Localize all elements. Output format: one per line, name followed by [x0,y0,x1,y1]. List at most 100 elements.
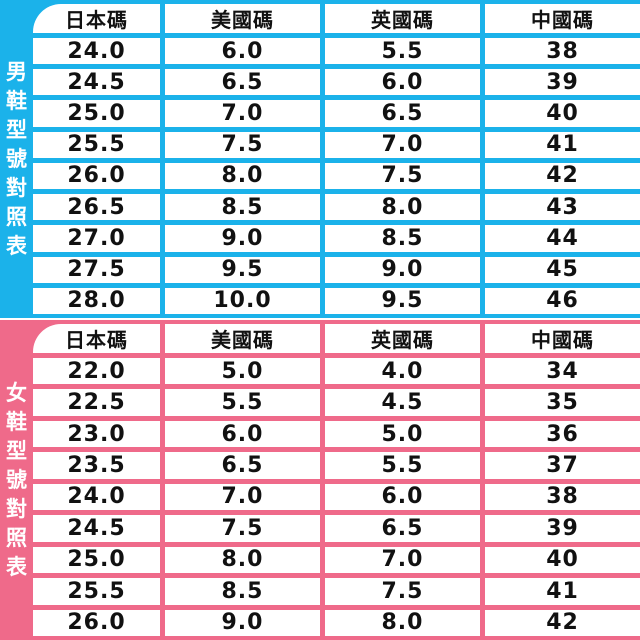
table-cell: 40 [485,100,640,127]
table-cell: 9.0 [165,609,320,636]
table-cell: 7.0 [165,483,320,511]
column-header: 美國碼 [165,324,320,353]
table-cell: 6.0 [165,38,320,65]
women-side-label: 女鞋型號對照表 [0,320,33,640]
table-cell: 41 [485,131,640,158]
table-cell: 4.0 [325,358,480,385]
table-cell: 23.0 [33,420,160,448]
column-header: 中國碼 [485,4,640,33]
table-cell: 22.0 [33,358,160,385]
table-cell: 5.0 [325,420,480,448]
side-label-char: 表 [6,233,27,258]
table-cell: 27.0 [33,225,160,252]
table-cell: 6.5 [165,452,320,479]
table-cell: 38 [485,38,640,65]
column-header: 英國碼 [325,4,480,33]
table-cell: 26.5 [33,194,160,221]
table-cell: 5.5 [325,452,480,479]
table-cell: 10.0 [165,287,320,314]
side-label-char: 男 [6,59,27,84]
table-cell: 43 [485,194,640,221]
table-cell: 38 [485,483,640,511]
men-size-section: 男鞋型號對照表 日本碼 美國碼 英國碼 中國碼 24.0 6.0 5.5 38 24.5 6.5 6… [0,0,640,318]
side-label-char: 號 [6,467,27,492]
table-cell: 6.5 [325,515,480,542]
table-cell: 34 [485,358,640,385]
men-size-table: 日本碼 美國碼 英國碼 中國碼 24.0 6.0 5.5 38 24.5 6.5 6.0 39 25.0… [33,0,640,318]
table-cell: 8.0 [165,546,320,574]
table-cell: 24.5 [33,515,160,542]
side-label-char: 鞋 [6,88,27,113]
women-size-table: 日本碼 美國碼 英國碼 中國碼 22.0 5.0 4.0 34 22.5 5.5 4.5 35 23.0… [33,320,640,640]
column-header: 英國碼 [325,324,480,353]
table-cell: 40 [485,546,640,574]
side-label-char: 女 [6,380,27,405]
table-cell: 24.5 [33,69,160,96]
table-cell: 26.0 [33,162,160,190]
table-cell: 9.0 [325,256,480,283]
side-label-char: 對 [6,496,27,521]
table-cell: 27.5 [33,256,160,283]
table-cell: 8.0 [325,194,480,221]
side-label-char: 型 [6,438,27,463]
table-cell: 7.5 [325,162,480,190]
side-label-char: 照 [6,525,27,550]
table-cell: 7.5 [325,578,480,605]
table-cell: 6.0 [165,420,320,448]
table-cell: 5.0 [165,358,320,385]
column-header: 美國碼 [165,4,320,33]
table-cell: 6.0 [325,483,480,511]
table-cell: 39 [485,69,640,96]
table-cell: 42 [485,162,640,190]
men-side-label: 男鞋型號對照表 [0,0,33,318]
table-cell: 25.5 [33,131,160,158]
table-cell: 24.0 [33,38,160,65]
table-cell: 8.5 [165,578,320,605]
table-cell: 28.0 [33,287,160,314]
table-cell: 4.5 [325,389,480,416]
column-header: 中國碼 [485,324,640,353]
table-cell: 42 [485,609,640,636]
side-label-char: 照 [6,204,27,229]
table-cell: 44 [485,225,640,252]
table-cell: 39 [485,515,640,542]
table-cell: 35 [485,389,640,416]
table-cell: 25.0 [33,546,160,574]
table-cell: 6.5 [165,69,320,96]
table-cell: 7.0 [325,131,480,158]
table-cell: 24.0 [33,483,160,511]
table-cell: 9.5 [165,256,320,283]
column-header: 日本碼 [33,4,160,33]
table-cell: 7.5 [165,515,320,542]
table-cell: 8.0 [165,162,320,190]
side-label-char: 鞋 [6,409,27,434]
table-cell: 8.5 [325,225,480,252]
table-cell: 41 [485,578,640,605]
column-header: 日本碼 [33,324,160,353]
table-cell: 26.0 [33,609,160,636]
table-cell: 5.5 [165,389,320,416]
table-cell: 36 [485,420,640,448]
table-cell: 8.0 [325,609,480,636]
table-cell: 6.0 [325,69,480,96]
side-label-char: 型 [6,117,27,142]
table-cell: 37 [485,452,640,479]
side-label-char: 號 [6,146,27,171]
table-cell: 7.5 [165,131,320,158]
table-cell: 7.0 [165,100,320,127]
table-cell: 22.5 [33,389,160,416]
table-cell: 25.5 [33,578,160,605]
table-cell: 6.5 [325,100,480,127]
side-label-char: 表 [6,554,27,579]
table-cell: 23.5 [33,452,160,479]
table-cell: 7.0 [325,546,480,574]
table-cell: 45 [485,256,640,283]
women-size-section: 女鞋型號對照表 日本碼 美國碼 英國碼 中國碼 22.0 5.0 4.0 34 22.5 5.5 4… [0,320,640,640]
table-cell: 8.5 [165,194,320,221]
side-label-char: 對 [6,175,27,200]
table-cell: 5.5 [325,38,480,65]
table-cell: 9.5 [325,287,480,314]
table-cell: 9.0 [165,225,320,252]
table-cell: 25.0 [33,100,160,127]
table-cell: 46 [485,287,640,314]
